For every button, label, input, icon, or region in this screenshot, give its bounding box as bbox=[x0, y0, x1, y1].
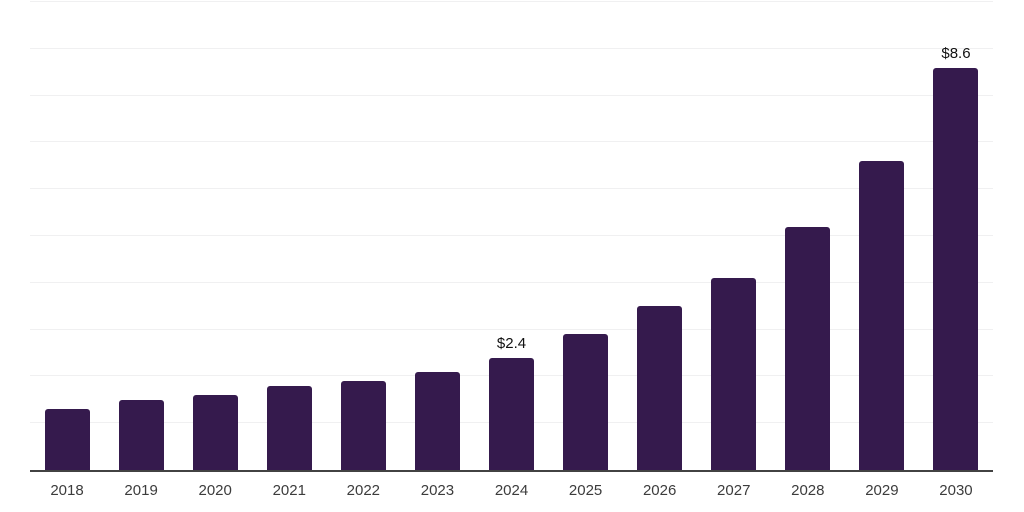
bar-value-label-2030: $8.6 bbox=[941, 44, 971, 62]
x-axis-tick-labels: 2018 2019 2020 2021 2022 2023 2024 2025 2026 2027… bbox=[30, 482, 993, 500]
bar-slot-2020 bbox=[178, 2, 252, 470]
bar-slot-2022 bbox=[326, 2, 400, 470]
bar-2020 bbox=[192, 395, 238, 470]
bar-slot-2024: $2.4 bbox=[474, 2, 548, 470]
bar-slot-2027 bbox=[697, 2, 771, 470]
x-tick-label-2026: 2026 bbox=[642, 482, 677, 499]
gridline-8 bbox=[30, 94, 993, 96]
bar-slot-2026 bbox=[623, 2, 697, 470]
bar-2029 bbox=[859, 161, 905, 470]
x-tick-label-2020: 2020 bbox=[198, 482, 232, 499]
bar-2024: $2.4 bbox=[489, 336, 534, 470]
bar-2026 bbox=[637, 306, 683, 470]
x-axis-line bbox=[30, 470, 993, 472]
gridline-10 bbox=[30, 1, 993, 2]
bar-slot-2028 bbox=[771, 2, 845, 470]
bar-2023 bbox=[414, 371, 460, 470]
x-tick-label-2028: 2028 bbox=[791, 482, 825, 499]
x-tick-label-2030: 2030 bbox=[939, 482, 973, 499]
bar-slot-2021 bbox=[252, 2, 326, 470]
bar-2019 bbox=[118, 399, 164, 470]
x-tick-label-2023: 2023 bbox=[420, 482, 455, 499]
bar-value-label-2024: $2.4 bbox=[496, 334, 527, 352]
gridline-7 bbox=[30, 141, 993, 143]
bar-2027 bbox=[711, 278, 757, 470]
x-tick-label-2027: 2027 bbox=[717, 482, 751, 499]
bar-slot-2029 bbox=[845, 2, 919, 470]
x-tick-label-2022: 2022 bbox=[346, 482, 381, 499]
bar-2018 bbox=[44, 409, 90, 470]
bar-2022 bbox=[340, 381, 386, 470]
bar-2021 bbox=[266, 385, 312, 470]
gridline-9 bbox=[30, 47, 993, 49]
bar-slot-2023 bbox=[400, 2, 474, 470]
x-tick-label-2025: 2025 bbox=[568, 482, 603, 499]
bar-slot-2025 bbox=[549, 2, 623, 470]
x-tick-label-2018: 2018 bbox=[50, 482, 84, 499]
bars-container: $2.4 $8.6 bbox=[30, 2, 993, 470]
bar-2025 bbox=[563, 334, 609, 470]
bar-2030: $8.6 bbox=[933, 46, 979, 470]
x-tick-label-2024: 2024 bbox=[494, 482, 529, 499]
x-tick-label-2029: 2029 bbox=[865, 482, 899, 499]
bar-2028 bbox=[785, 226, 831, 470]
bar-slot-2019 bbox=[104, 2, 178, 470]
gridline-6 bbox=[30, 188, 993, 190]
plot-area: $2.4 $8.6 bbox=[30, 1, 993, 472]
gridline-5 bbox=[30, 235, 993, 236]
gridline-3 bbox=[30, 328, 993, 330]
bar-slot-2018 bbox=[30, 2, 104, 470]
bar-slot-2030: $8.6 bbox=[919, 2, 993, 470]
gridline-4 bbox=[30, 281, 993, 283]
x-tick-label-2021: 2021 bbox=[272, 482, 306, 499]
x-tick-label-2019: 2019 bbox=[124, 482, 158, 499]
